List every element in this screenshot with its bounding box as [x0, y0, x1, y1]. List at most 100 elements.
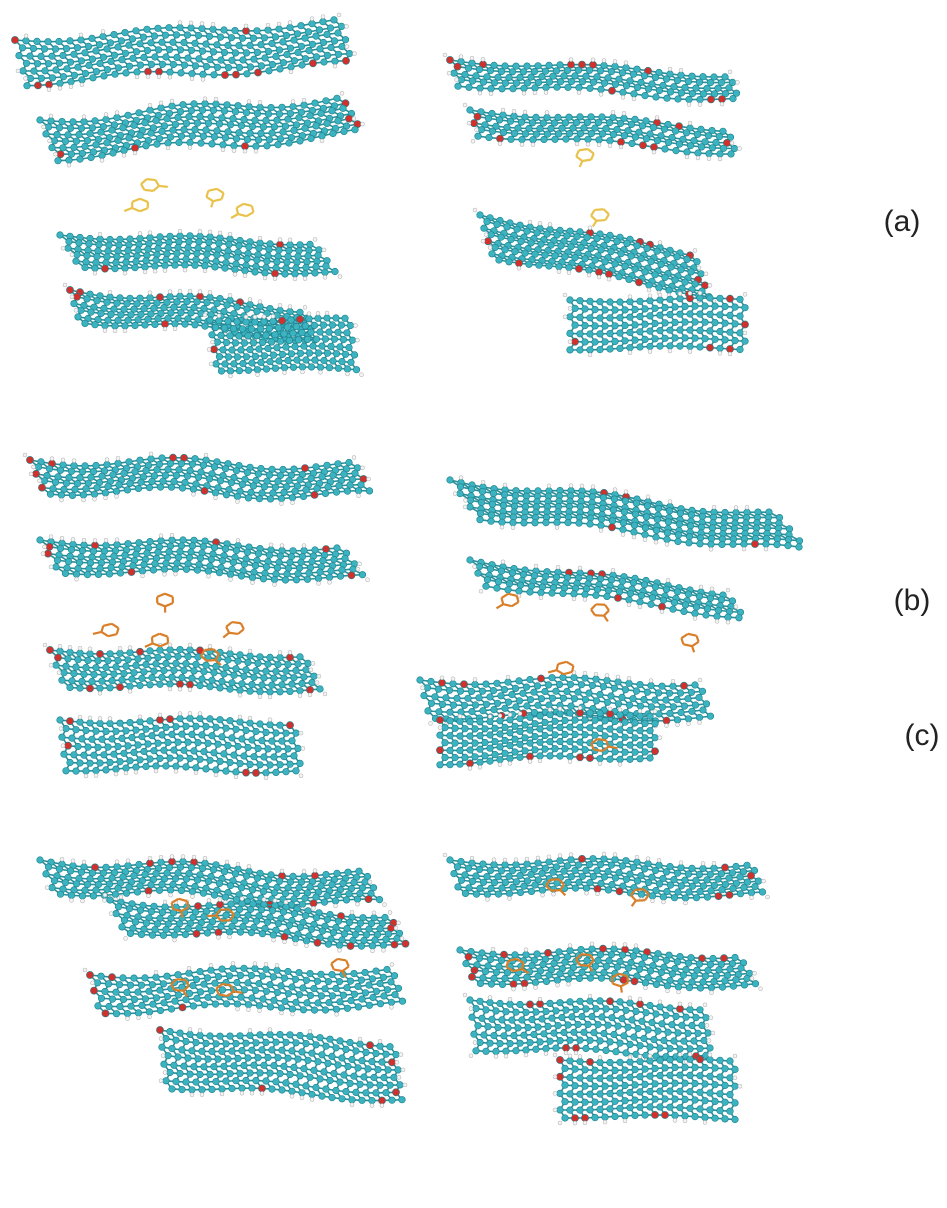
atom	[264, 143, 271, 150]
atom	[301, 343, 308, 350]
atom	[121, 147, 128, 154]
atom	[340, 336, 347, 343]
atom	[668, 264, 675, 271]
atom	[275, 325, 282, 332]
atom	[293, 323, 300, 330]
atom	[683, 130, 690, 137]
atom	[263, 366, 270, 373]
atom	[577, 347, 584, 354]
atom	[632, 266, 639, 273]
hydrogen	[687, 103, 691, 107]
atom	[552, 136, 559, 143]
atom	[617, 138, 624, 145]
guest-bond	[591, 210, 595, 216]
hydrogen	[38, 479, 42, 483]
atom	[272, 365, 279, 372]
atom	[321, 59, 328, 66]
atom	[182, 321, 189, 328]
atom	[240, 360, 247, 367]
hydrogen	[148, 291, 152, 295]
atom	[234, 354, 241, 361]
atom	[213, 361, 220, 368]
atom	[132, 322, 139, 329]
atom	[543, 84, 550, 91]
hydrogen	[599, 92, 603, 96]
atom	[519, 136, 526, 143]
atom	[78, 307, 85, 314]
atom	[528, 74, 535, 81]
atom	[234, 304, 241, 311]
atom	[173, 32, 180, 39]
hydrogen	[597, 143, 601, 147]
atom	[177, 47, 184, 54]
atom	[305, 253, 312, 260]
atom	[614, 238, 621, 245]
atom	[90, 75, 97, 82]
atom	[686, 96, 693, 103]
atom	[58, 492, 65, 499]
atom	[347, 482, 354, 489]
atom	[266, 246, 273, 253]
hydrogen	[531, 143, 535, 147]
atom	[96, 41, 103, 48]
atom	[677, 343, 684, 350]
hydrogen	[288, 238, 292, 242]
atom	[567, 347, 574, 354]
atom	[652, 336, 659, 343]
atom	[189, 461, 196, 468]
hydrogen	[98, 232, 102, 236]
atom	[183, 256, 190, 263]
atom	[284, 259, 291, 266]
atom	[689, 90, 696, 97]
atom	[295, 253, 302, 260]
hydrogen	[611, 110, 615, 114]
atom	[597, 298, 604, 305]
atom	[621, 132, 628, 139]
atom	[196, 239, 203, 246]
hydrogen	[190, 77, 194, 81]
hydrogen	[557, 270, 561, 274]
atom	[83, 486, 90, 493]
guest-bond	[596, 220, 605, 221]
hydrogen	[522, 91, 526, 95]
atom	[177, 24, 184, 31]
atom	[232, 340, 239, 347]
atom	[692, 303, 699, 310]
atom	[214, 64, 221, 71]
hydrogen	[214, 97, 218, 101]
atom	[619, 70, 626, 77]
guest-bond	[211, 201, 213, 207]
atom	[106, 242, 113, 249]
atom	[732, 304, 739, 311]
atom	[667, 296, 674, 303]
atom	[178, 70, 185, 77]
hydrogen	[24, 76, 28, 80]
hydrogen	[352, 456, 356, 460]
atom	[204, 251, 211, 258]
atom	[638, 255, 645, 262]
atom	[315, 350, 322, 357]
atom	[261, 318, 268, 325]
atom	[84, 252, 91, 259]
hydrogen	[217, 314, 221, 318]
atom	[341, 128, 348, 135]
guest-bond	[156, 180, 159, 186]
atom	[530, 136, 537, 143]
atom	[270, 352, 277, 359]
atom	[182, 262, 189, 269]
atom	[608, 87, 615, 94]
guest-molecule	[124, 199, 148, 212]
atom	[113, 488, 120, 495]
atom	[164, 115, 171, 122]
hydrogen	[63, 283, 67, 287]
molecular-renderings	[11, 13, 802, 1125]
atom	[344, 366, 351, 373]
hydrogen	[233, 272, 237, 276]
atom	[642, 321, 649, 328]
atom	[117, 236, 124, 243]
atom	[254, 257, 261, 264]
atom	[188, 47, 195, 54]
atom	[458, 76, 465, 83]
hydrogen	[278, 303, 282, 307]
atom	[617, 330, 624, 337]
